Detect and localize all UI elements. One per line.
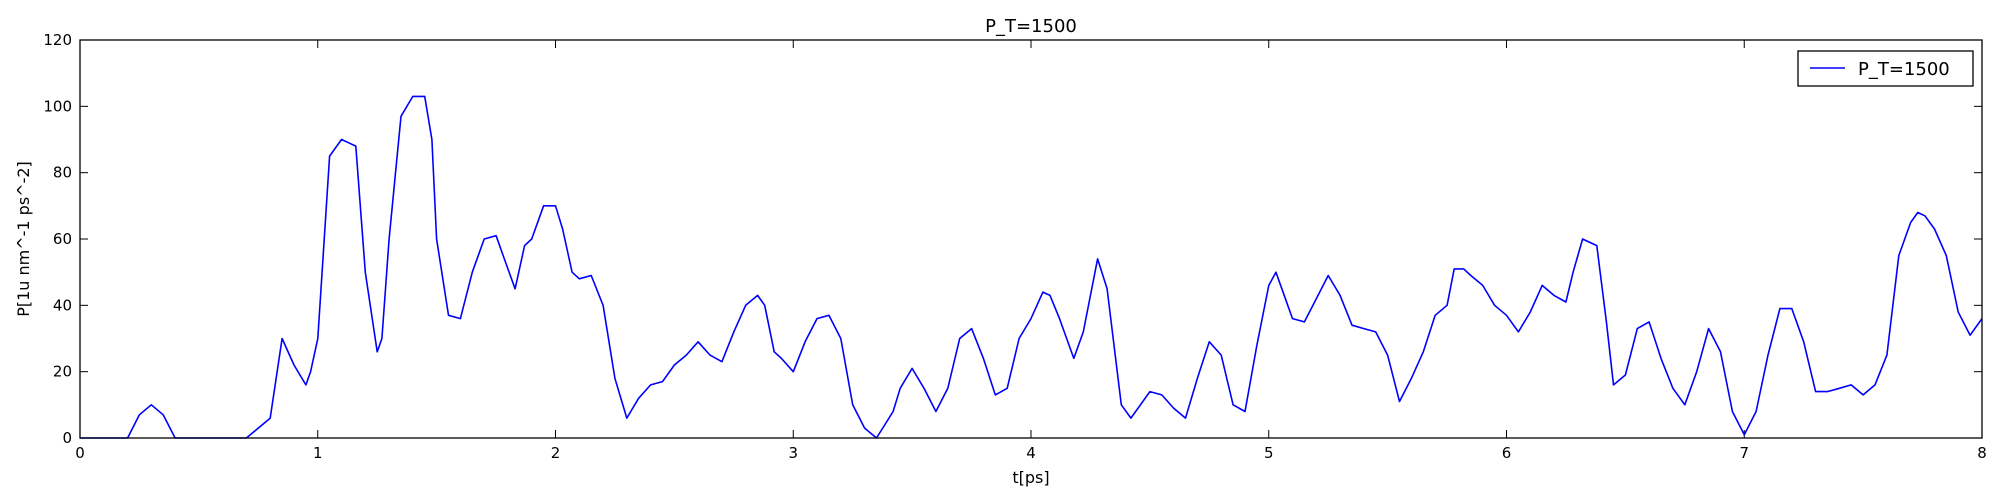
y-tick-label: 80 bbox=[53, 164, 72, 182]
x-tick-label: 3 bbox=[788, 444, 798, 462]
y-axis-label: P[1u nm^-1 ps^-2] bbox=[14, 161, 33, 317]
y-tick-label: 0 bbox=[62, 429, 72, 447]
y-tick-label: 100 bbox=[43, 97, 72, 115]
axis-ticks bbox=[79, 39, 1983, 439]
y-tick-label: 40 bbox=[53, 296, 72, 314]
y-tick-label: 60 bbox=[53, 230, 72, 248]
legend: P_T=1500 bbox=[1797, 50, 1974, 87]
x-axis-label: t[ps] bbox=[1012, 468, 1049, 487]
series-line bbox=[80, 95, 1983, 439]
x-tick-label: 2 bbox=[551, 444, 561, 462]
y-tick-label: 120 bbox=[43, 31, 72, 49]
x-tick-label: 6 bbox=[1502, 444, 1512, 462]
x-tick-label: 8 bbox=[1977, 444, 1987, 462]
x-tick-label: 4 bbox=[1026, 444, 1036, 462]
y-tick-label: 20 bbox=[53, 363, 72, 381]
x-tick-label: 7 bbox=[1739, 444, 1749, 462]
plot-area-frame bbox=[79, 39, 1983, 439]
x-tick-label: 0 bbox=[75, 444, 85, 462]
x-tick-label: 1 bbox=[313, 444, 323, 462]
x-tick-label: 5 bbox=[1264, 444, 1274, 462]
legend-label: P_T=1500 bbox=[1858, 59, 1950, 80]
chart-title: P_T=1500 bbox=[985, 16, 1077, 37]
